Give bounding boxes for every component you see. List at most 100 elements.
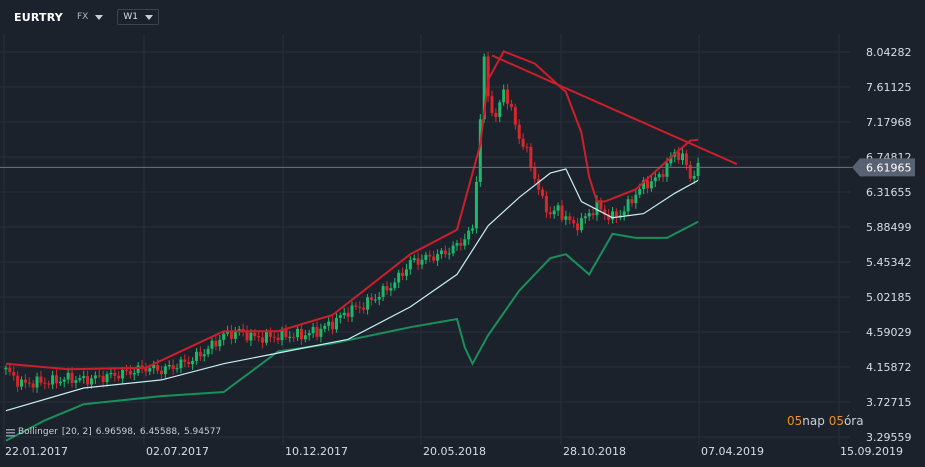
x-tick-label: 15.09.2019 xyxy=(840,445,903,458)
candle-body xyxy=(342,312,346,316)
candle-body xyxy=(97,375,101,377)
candle-body xyxy=(595,200,599,216)
candle-body xyxy=(249,332,253,341)
y-tick-label: 3.29559 xyxy=(866,431,912,444)
candle-body xyxy=(171,365,175,369)
candle-body xyxy=(692,175,696,179)
y-tick-label: 4.15872 xyxy=(866,361,912,374)
candle-body xyxy=(198,351,202,357)
candle-body xyxy=(253,332,257,337)
candle-body xyxy=(401,272,405,276)
candle-body xyxy=(214,340,218,347)
candle-body xyxy=(334,317,338,330)
symbol-label[interactable]: EURTRY xyxy=(14,10,63,24)
candle-body xyxy=(463,239,467,246)
candle-body xyxy=(366,297,370,310)
type-dropdown[interactable]: FX xyxy=(77,12,104,22)
candle-body xyxy=(358,306,362,308)
x-tick-label: 22.01.2017 xyxy=(5,445,68,458)
trendline-line xyxy=(491,54,738,166)
candle-body xyxy=(459,243,463,246)
candle-body xyxy=(280,329,284,340)
candle-body xyxy=(541,189,545,196)
legend-lower: 5.94577 xyxy=(183,427,222,437)
candle-body xyxy=(556,205,560,211)
candle-body xyxy=(39,376,43,383)
candle-body xyxy=(381,286,385,297)
candle-body xyxy=(548,212,552,215)
candle-countdown: 05nap 05óra xyxy=(787,414,864,428)
x-tick-label: 10.12.2017 xyxy=(285,445,348,458)
candle-body xyxy=(307,333,311,336)
candle-body xyxy=(552,210,556,215)
candle-body xyxy=(564,216,568,220)
bollinger-middle-line xyxy=(5,168,699,412)
candle-body xyxy=(23,379,27,383)
candle-body xyxy=(622,211,626,216)
countdown-days: 05 xyxy=(787,414,803,428)
candle-body xyxy=(156,364,160,371)
candle-body xyxy=(311,326,315,334)
candle-body xyxy=(377,296,381,300)
candle-body xyxy=(455,243,459,246)
candle-body xyxy=(183,359,187,362)
countdown-hours: 05 xyxy=(828,414,844,428)
candle-body xyxy=(614,211,618,218)
candle-body xyxy=(482,56,486,120)
candle-body xyxy=(560,205,564,220)
candle-body xyxy=(611,211,615,220)
candle-body xyxy=(521,138,525,147)
candle-body xyxy=(420,259,424,265)
indicator-legend: Bollinger [20, 2] 6.96598, 6.45588, 5.94… xyxy=(6,427,225,437)
candle-body xyxy=(66,372,70,380)
candle-body xyxy=(677,152,681,161)
candle-body xyxy=(544,195,548,213)
interval-dropdown[interactable]: W1 xyxy=(117,9,159,25)
candle-body xyxy=(54,375,58,384)
y-axis: 8.042827.611257.179686.748126.316555.884… xyxy=(866,46,912,444)
candle-body xyxy=(327,321,331,326)
candle-body xyxy=(86,376,90,385)
candle-body xyxy=(264,331,268,343)
candle-body xyxy=(474,181,478,229)
candle-body xyxy=(47,383,51,385)
candle-body xyxy=(696,162,700,176)
y-tick-label: 5.02185 xyxy=(866,291,912,304)
candle-body xyxy=(51,375,55,385)
candle-body xyxy=(373,299,377,301)
candle-body xyxy=(261,337,265,343)
candle-body xyxy=(272,336,276,338)
legend-params: [20, 2] xyxy=(61,427,92,437)
legend-upper: 6.96598, xyxy=(95,427,136,437)
candle-body xyxy=(89,378,93,385)
candle-body xyxy=(486,56,490,97)
candle-body xyxy=(657,174,661,178)
candle-body xyxy=(245,330,249,341)
y-tick-label: 7.17968 xyxy=(866,116,912,129)
candle-body xyxy=(517,124,521,139)
candle-body xyxy=(257,336,261,338)
candle-body xyxy=(296,328,300,338)
y-tick-label: 4.59029 xyxy=(866,326,912,339)
candle-body xyxy=(74,380,78,383)
candle-body xyxy=(82,376,86,379)
candle-body xyxy=(12,371,16,376)
y-tick-label: 8.04282 xyxy=(866,46,912,59)
candle-body xyxy=(202,354,206,357)
candle-body xyxy=(109,372,113,375)
candle-body xyxy=(346,312,350,317)
candle-body xyxy=(362,307,366,310)
candle-body xyxy=(490,96,494,113)
candle-body xyxy=(113,372,117,376)
chart-toolbar: EURTRY FX W1 xyxy=(0,0,925,34)
last-price-label: 6.61965 xyxy=(866,161,912,174)
candle-body xyxy=(568,216,572,221)
x-axis: 22.01.2017 02.07.2017 10.12.2017 20.05.2018… xyxy=(5,445,903,458)
indicator-menu-icon[interactable] xyxy=(6,428,15,437)
candle-body xyxy=(579,218,583,231)
candle-body xyxy=(27,382,31,384)
x-tick-label: 28.10.2018 xyxy=(563,445,626,458)
candle-body xyxy=(428,254,432,257)
candle-body xyxy=(237,329,241,332)
